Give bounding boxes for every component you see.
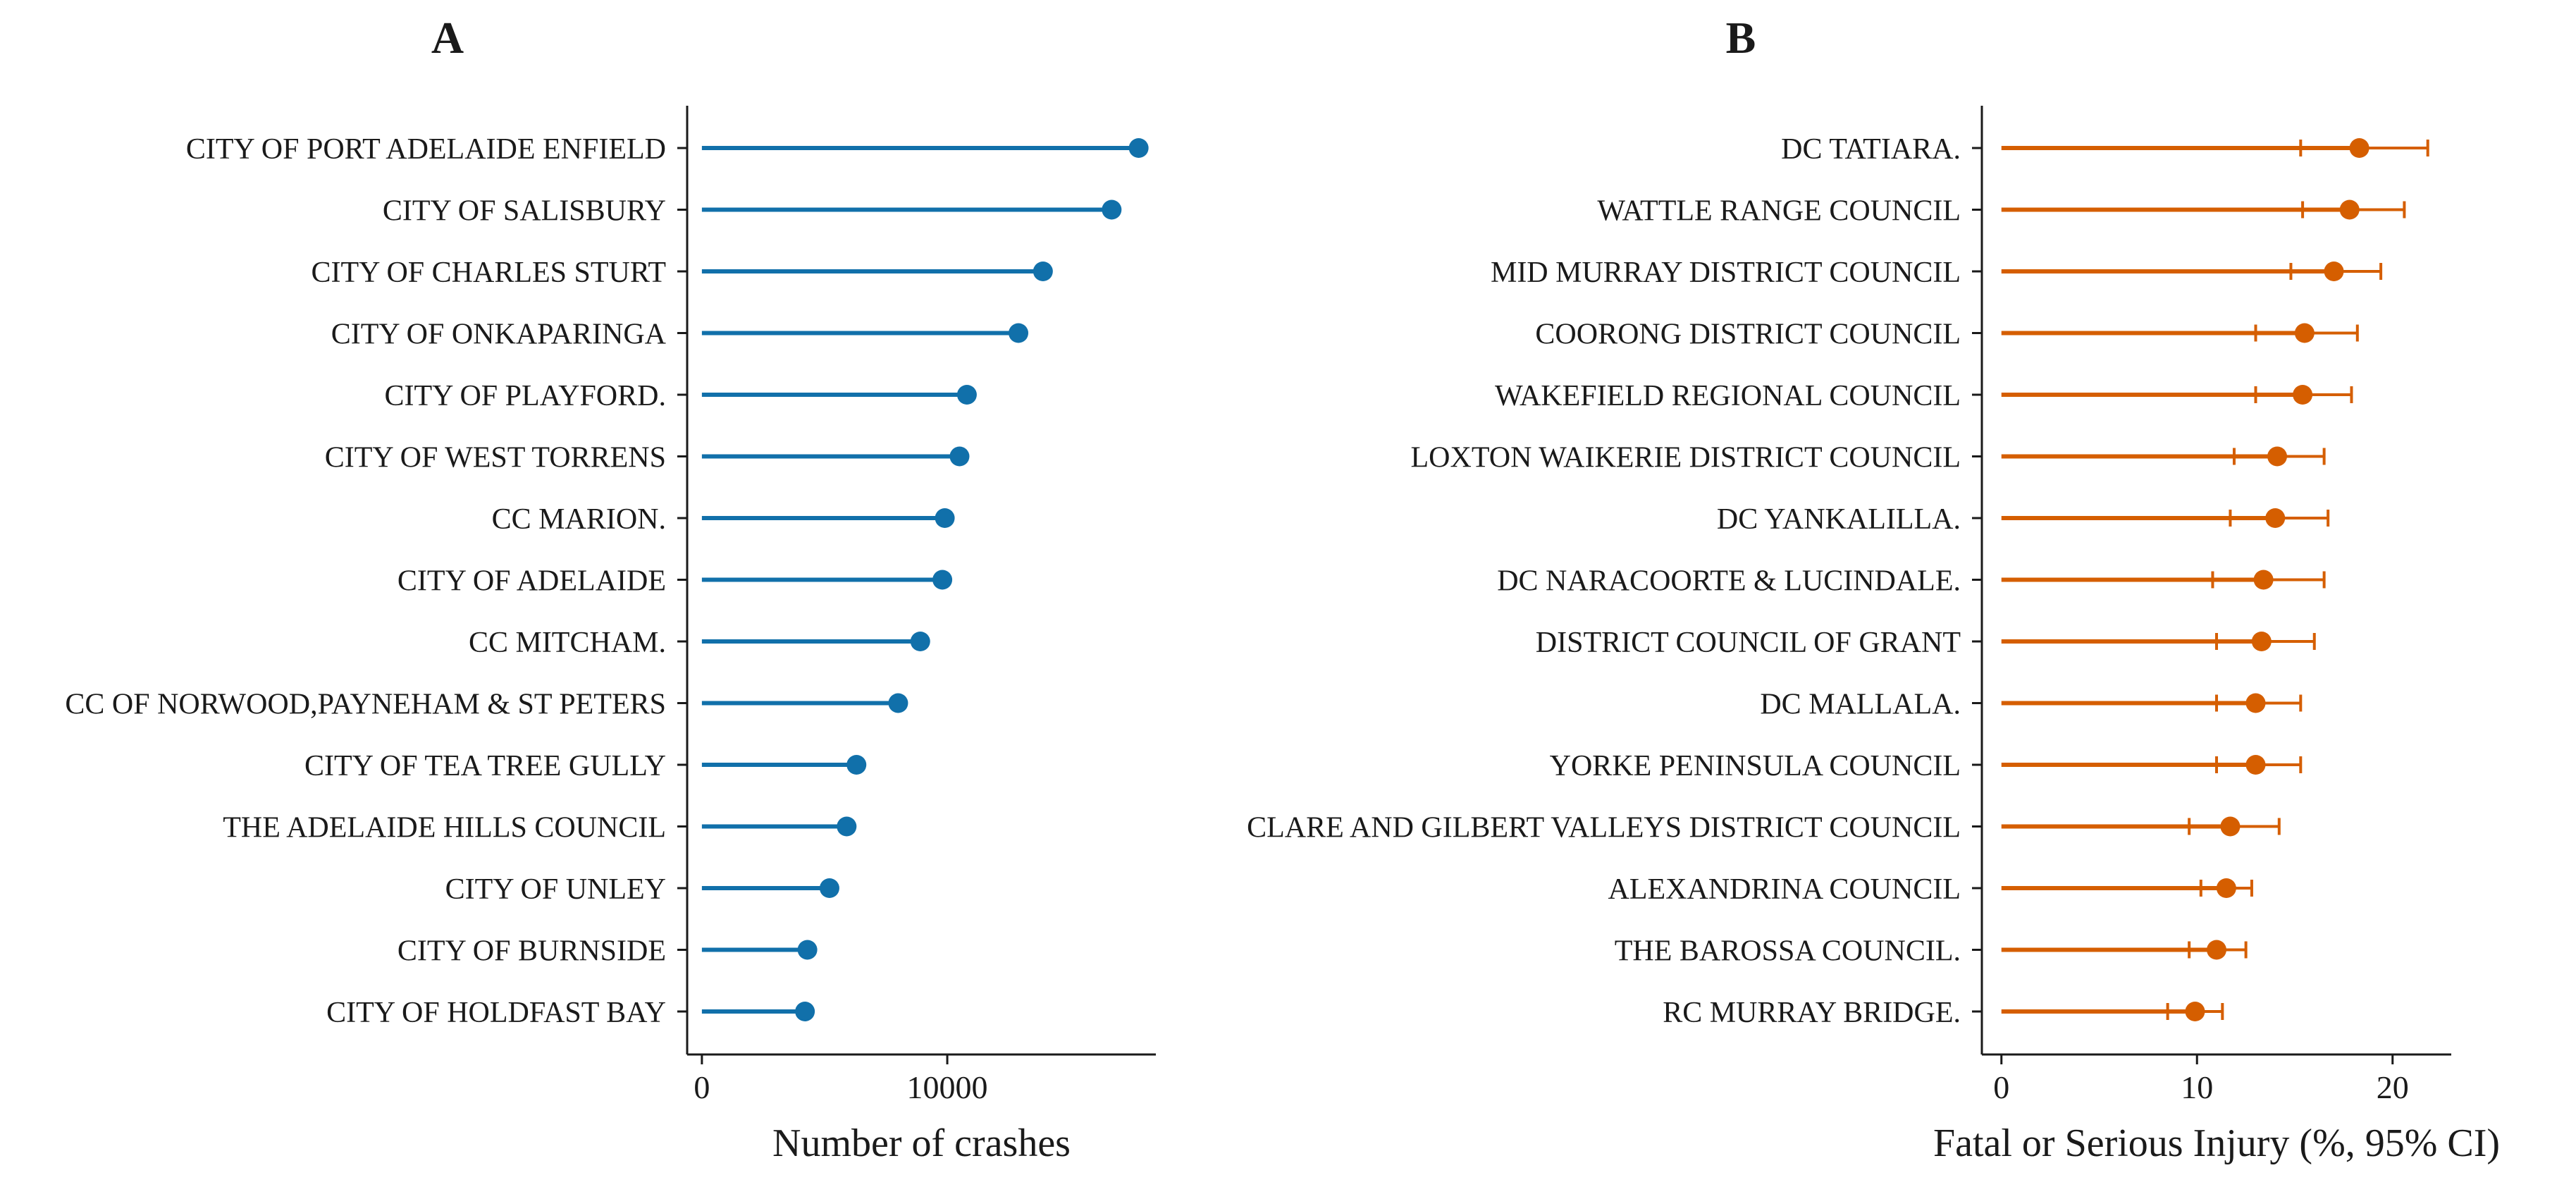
x-tick-label: 0	[694, 1069, 710, 1105]
data-point	[837, 816, 857, 837]
category-label: DC MALLALA.	[1760, 689, 1961, 721]
category-label: CITY OF BURNSIDE	[398, 935, 666, 968]
category-label: CLARE AND GILBERT VALLEYS DISTRICT COUNC…	[1247, 812, 1961, 844]
category-label: CITY OF UNLEY	[445, 873, 666, 906]
data-point	[2349, 138, 2369, 158]
data-point	[2185, 1002, 2205, 1021]
x-tick-label: 20	[2377, 1069, 2409, 1105]
data-point	[2265, 508, 2286, 528]
data-point	[795, 1002, 815, 1021]
panel-a: A 0 10000 Number of crashes CITY OF PORT ADE…	[65, 13, 1156, 1165]
data-point	[910, 632, 930, 651]
category-label: DISTRICT COUNCIL OF GRANT	[1536, 627, 1961, 659]
category-label: CITY OF TEA TREE GULLY	[304, 750, 666, 782]
category-label: CITY OF SALISBURY	[383, 195, 666, 228]
data-point	[2324, 262, 2344, 281]
x-tick-label: 10000	[907, 1069, 988, 1105]
category-label: CITY OF ADELAIDE	[398, 565, 666, 598]
category-label: CITY OF CHARLES STURT	[312, 257, 666, 289]
category-label: DC NARACOORTE & LUCINDALE.	[1497, 565, 1961, 598]
category-label: WAKEFIELD REGIONAL COUNCIL	[1495, 380, 1961, 412]
category-label: THE ADELAIDE HILLS COUNCIL	[223, 812, 666, 844]
x-axis-title: Number of crashes	[772, 1121, 1071, 1165]
data-point	[2253, 570, 2274, 590]
data-point	[797, 940, 818, 960]
category-label: DC YANKALILLA.	[1717, 503, 1961, 536]
data-point	[888, 693, 908, 713]
category-label: CC OF NORWOOD,PAYNEHAM & ST PETERS	[65, 689, 666, 721]
category-label: COORONG DISTRICT COUNCIL	[1535, 319, 1961, 351]
category-label: RC MURRAY BRIDGE.	[1663, 997, 1961, 1029]
data-point	[1033, 262, 1053, 281]
data-point	[2267, 446, 2288, 467]
category-label: CITY OF WEST TORRENS	[325, 442, 666, 474]
data-point	[932, 570, 953, 590]
data-point	[2293, 385, 2313, 405]
data-point	[2339, 199, 2360, 220]
category-label: LOXTON WAIKERIE DISTRICT COUNCIL	[1411, 442, 1961, 474]
category-label: THE BAROSSA COUNCIL.	[1615, 935, 1961, 968]
data-point	[1009, 323, 1029, 343]
category-label: DC TATIARA.	[1781, 133, 1961, 166]
panel-label: B	[1726, 13, 1756, 63]
category-label: CITY OF PLAYFORD.	[385, 380, 666, 412]
category-label: CITY OF HOLDFAST BAY	[326, 997, 666, 1029]
category-label: WATTLE RANGE COUNCIL	[1597, 195, 1961, 228]
data-point	[935, 508, 955, 528]
panel-label: A	[431, 13, 464, 63]
data-point	[2294, 323, 2315, 343]
data-point	[846, 755, 867, 775]
x-tick-label: 10	[2181, 1069, 2213, 1105]
data-point	[1102, 199, 1122, 220]
panel-b: B 0 10 20 Fatal or Serious Injury (%, 95% CI…	[1247, 13, 2500, 1165]
data-point	[2207, 940, 2226, 960]
data-point	[1128, 138, 1149, 158]
data-point	[2251, 632, 2272, 651]
category-label: CC MITCHAM.	[469, 627, 666, 659]
x-axis-title: Fatal or Serious Injury (%, 95% CI)	[1933, 1121, 2500, 1165]
category-label: ALEXANDRINA COUNCIL	[1608, 873, 1961, 906]
category-label: YORKE PENINSULA COUNCIL	[1550, 750, 1961, 782]
category-label: MID MURRAY DISTRICT COUNCIL	[1491, 257, 1961, 289]
data-point	[2220, 816, 2241, 837]
category-label: CC MARION.	[492, 503, 666, 536]
data-point	[956, 385, 977, 405]
category-label: CITY OF PORT ADELAIDE ENFIELD	[186, 133, 666, 166]
data-point	[2245, 693, 2266, 713]
data-point	[819, 878, 839, 898]
data-point	[949, 446, 970, 467]
data-point	[2216, 878, 2236, 898]
category-label: CITY OF ONKAPARINGA	[331, 319, 667, 351]
x-tick-label: 0	[1993, 1069, 2009, 1105]
data-point	[2245, 755, 2266, 775]
